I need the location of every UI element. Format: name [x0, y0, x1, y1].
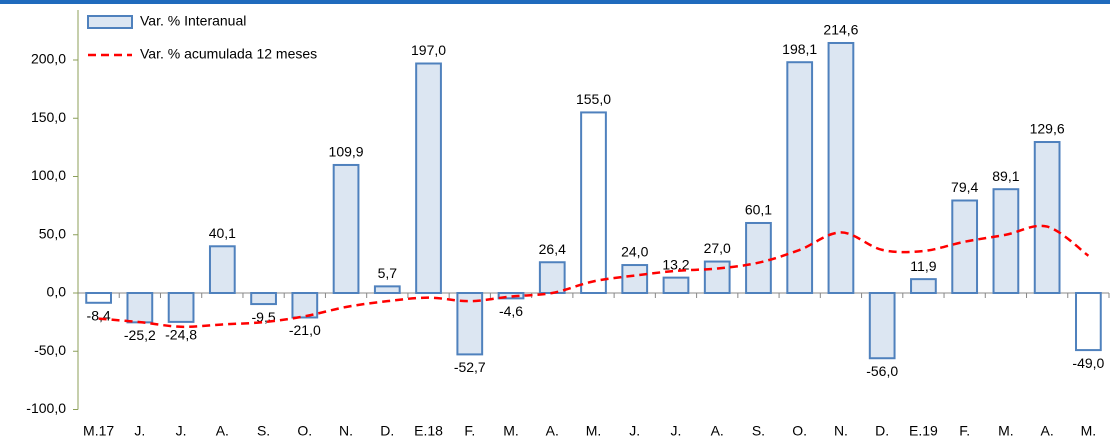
x-tick-label: S. [752, 423, 765, 439]
header-bar [0, 0, 1110, 4]
value-label: -24,8 [165, 327, 197, 343]
y-tick-label: -50,0 [34, 342, 66, 358]
x-tick-label: D. [875, 423, 889, 439]
bar [951, 199, 979, 294]
bar [250, 292, 277, 306]
bar [580, 111, 607, 294]
bar [1075, 292, 1102, 352]
x-tick-label: M. [503, 423, 519, 439]
bar [126, 292, 154, 324]
bar [497, 292, 525, 300]
x-tick-label: M.17 [83, 423, 114, 439]
value-label: 214,6 [823, 22, 858, 38]
x-tick-label: D. [380, 423, 394, 439]
bar [868, 292, 896, 360]
value-label: -52,7 [454, 359, 486, 375]
y-tick-label: 0,0 [47, 284, 67, 300]
bar [167, 292, 195, 323]
x-tick-label: F. [464, 423, 475, 439]
value-label: -8,4 [87, 307, 111, 323]
legend-label: Var. % acumulada 12 meses [140, 46, 317, 62]
x-tick-label: N. [339, 423, 353, 439]
bar [910, 278, 937, 295]
value-label: 11,9 [910, 258, 936, 274]
bar [1033, 141, 1061, 294]
x-tick-label: A. [216, 423, 229, 439]
bar [745, 221, 772, 295]
bar [538, 261, 566, 294]
bar [827, 41, 855, 295]
bar [291, 292, 319, 319]
y-tick-label: 200,0 [31, 51, 66, 67]
bar [992, 188, 1020, 294]
x-tick-label: A. [1041, 423, 1054, 439]
value-label: 24,0 [621, 244, 648, 260]
value-label: 40,1 [209, 225, 236, 241]
bar [662, 276, 690, 295]
value-label: -25,2 [124, 327, 156, 343]
x-tick-label: J. [134, 423, 145, 439]
y-tick-label: 50,0 [39, 225, 66, 241]
value-label: 198,1 [782, 41, 817, 57]
value-label: 13,2 [662, 256, 689, 272]
value-label: 5,7 [378, 265, 398, 281]
legend-swatch [87, 15, 133, 29]
bar [786, 61, 814, 294]
x-tick-label: J. [176, 423, 187, 439]
y-tick-label: 100,0 [31, 167, 66, 183]
value-label: 89,1 [992, 168, 1019, 184]
value-label: -21,0 [289, 322, 321, 338]
value-label: 79,4 [951, 179, 978, 195]
bar [456, 292, 484, 356]
x-tick-label: N. [834, 423, 848, 439]
x-tick-label: O. [297, 423, 312, 439]
x-tick-label: A. [546, 423, 559, 439]
value-label: 60,1 [745, 202, 772, 218]
value-label: 109,9 [329, 144, 364, 160]
value-label: 27,0 [704, 240, 731, 256]
value-label: 26,4 [539, 241, 566, 257]
bar [415, 62, 442, 295]
x-tick-label: F. [959, 423, 970, 439]
x-tick-label: J. [629, 423, 640, 439]
legend-label: Var. % Interanual [140, 13, 246, 29]
y-tick-label: 150,0 [31, 109, 66, 125]
x-tick-label: M. [586, 423, 602, 439]
bar [703, 260, 731, 295]
x-tick-label: M. [1081, 423, 1097, 439]
x-tick-label: E.18 [414, 423, 443, 439]
bar [373, 285, 401, 294]
x-tick-label: A. [711, 423, 724, 439]
bar [621, 264, 649, 295]
value-label: -49,0 [1072, 355, 1104, 371]
x-tick-label: M. [998, 423, 1014, 439]
x-tick-label: S. [257, 423, 270, 439]
value-label: 129,6 [1030, 121, 1065, 137]
x-tick-label: E.19 [909, 423, 938, 439]
value-label: -4,6 [499, 303, 523, 319]
value-label: 155,0 [576, 91, 611, 107]
bar [208, 245, 236, 294]
x-tick-label: O. [792, 423, 807, 439]
y-tick-label: -100,0 [26, 400, 66, 416]
value-label: -56,0 [866, 363, 898, 379]
x-tick-label: J. [671, 423, 682, 439]
bar [332, 163, 360, 294]
line [98, 224, 1090, 329]
value-label: 197,0 [411, 42, 446, 58]
bar [85, 292, 112, 304]
